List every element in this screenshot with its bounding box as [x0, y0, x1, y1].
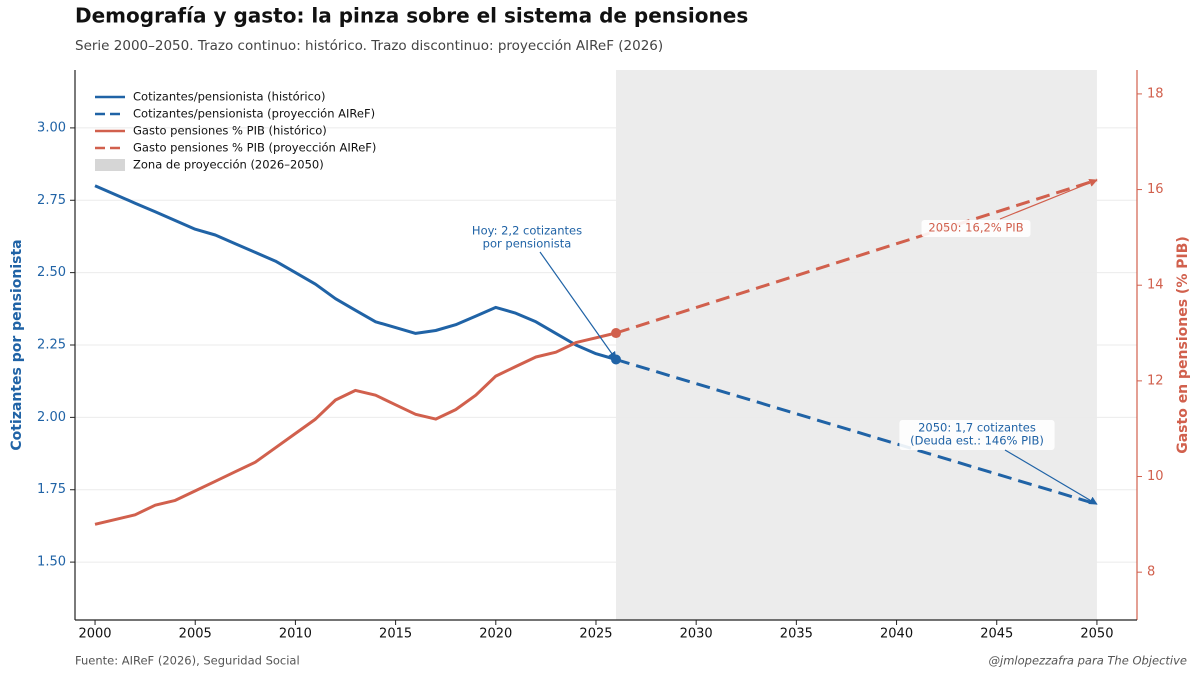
chart-title: Demografía y gasto: la pinza sobre el si…	[75, 4, 748, 28]
annotation-box	[921, 220, 1031, 237]
y-tick-label: 2.75	[37, 193, 66, 208]
y2-tick-label: 12	[1147, 373, 1164, 388]
x-tick-label: 2020	[479, 627, 512, 642]
y2-tick-label: 16	[1147, 182, 1164, 197]
y-tick-label: 1.75	[37, 482, 66, 497]
source: Fuente: AIReF (2026), Seguridad Social	[75, 654, 300, 668]
x-tick-label: 2035	[780, 627, 813, 642]
x-tick-label: 2025	[579, 627, 612, 642]
annotation-text: 2050: 16,2% PIB	[928, 221, 1023, 235]
annotation-arrow	[1004, 449, 1098, 505]
y-tick-label: 2.00	[37, 410, 66, 425]
series-marker	[611, 328, 622, 339]
y-tick-label: 1.50	[37, 555, 66, 570]
x-tick-label: 2015	[379, 627, 412, 642]
annotation-text: (Deuda est.: 146% PIB)	[910, 434, 1044, 448]
annotation-text: Hoy: 2,2 cotizantes	[472, 224, 582, 238]
annotation-text: por pensionista	[483, 237, 572, 251]
chart-subtitle: Serie 2000–2050. Trazo continuo: históri…	[75, 38, 663, 54]
y2-axis-label: Gasto en pensiones (% PIB)	[1175, 236, 1191, 454]
legend-swatch	[95, 159, 125, 171]
x-tick-label: 2030	[680, 627, 713, 642]
y-tick-label: 3.00	[37, 120, 66, 135]
y-tick-label: 2.50	[37, 265, 66, 280]
series-line	[615, 178, 1098, 335]
annotation-text: 2050: 1,7 cotizantes	[918, 421, 1036, 435]
legend-label: Gasto pensiones % PIB (proyección AIReF)	[133, 141, 376, 155]
credit: @jmlopezzafra para The Objective	[989, 654, 1187, 668]
annotation-arrow	[999, 178, 1098, 220]
legend-label: Gasto pensiones % PIB (histórico)	[133, 124, 327, 138]
x-tick-label: 2045	[980, 627, 1013, 642]
y2-tick-label: 8	[1147, 565, 1155, 580]
x-tick-label: 2010	[279, 627, 312, 642]
legend-label: Zona de proyección (2026–2050)	[133, 158, 324, 172]
legend-label: Cotizantes/pensionista (proyección AIReF…	[133, 107, 375, 121]
x-tick-label: 2000	[78, 627, 111, 642]
x-tick-label: 2005	[179, 627, 212, 642]
series-line	[94, 331, 617, 526]
y-tick-label: 2.25	[37, 338, 66, 353]
annotation-box	[899, 420, 1055, 450]
y-axis-label: Cotizantes por pensionista	[9, 239, 25, 450]
annotation-arrow	[539, 251, 617, 361]
x-tick-label: 2040	[880, 627, 913, 642]
x-tick-label: 2050	[1080, 627, 1113, 642]
y2-tick-label: 14	[1147, 278, 1164, 293]
y2-tick-label: 18	[1147, 86, 1164, 101]
y2-tick-label: 10	[1147, 469, 1164, 484]
legend-label: Cotizantes/pensionista (histórico)	[133, 90, 325, 104]
series-line	[94, 184, 617, 361]
